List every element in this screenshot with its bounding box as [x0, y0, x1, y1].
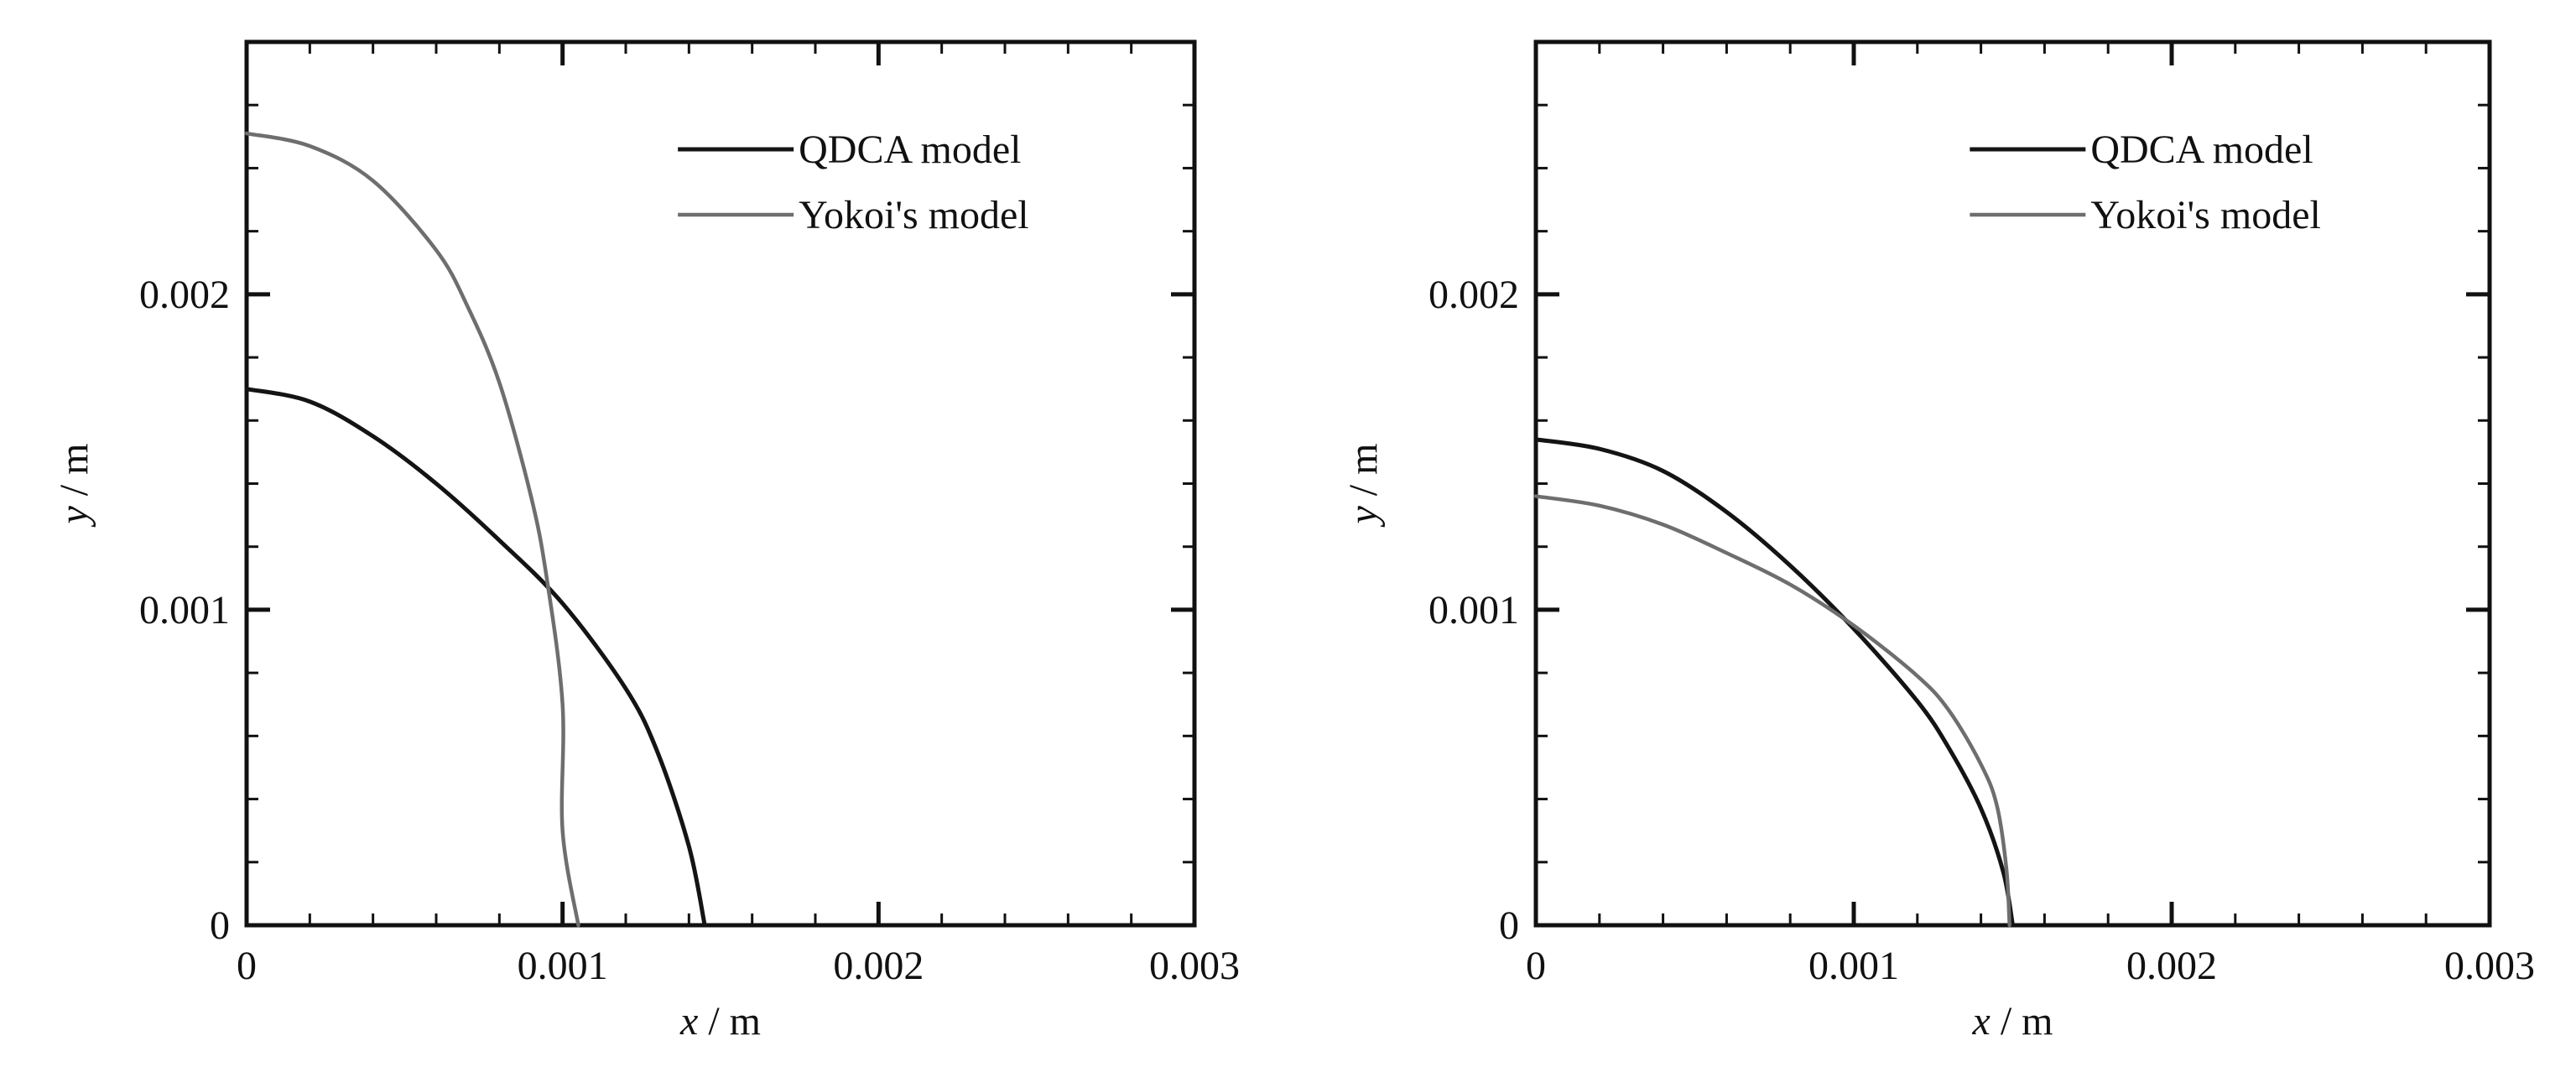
- x-axis-variable: x: [1972, 999, 1991, 1044]
- legend-qdca-label: QDCA model: [799, 128, 1021, 172]
- x-tick-label: 0.003: [2444, 944, 2535, 988]
- x-tick-label: 0: [1526, 944, 1546, 988]
- x-tick-label: 0.001: [518, 944, 608, 988]
- legend-yokoi-label: Yokoi's model: [2090, 193, 2321, 237]
- y-tick-label: 0.001: [1429, 588, 1519, 632]
- x-tick-label: 0.003: [1149, 944, 1240, 988]
- y-axis-unit: / m: [1341, 444, 1386, 507]
- x-axis-unit: / m: [698, 999, 761, 1044]
- legend-qdca-label: QDCA model: [2090, 128, 2313, 172]
- y-tick-label: 0: [1499, 903, 1519, 948]
- x-axis-label: x / m: [679, 999, 761, 1044]
- y-axis-variable: y: [1341, 505, 1386, 528]
- y-axis-unit: / m: [52, 444, 96, 507]
- qdca-model-line: [244, 387, 707, 928]
- x-axis-unit: / m: [1991, 999, 2053, 1044]
- y-tick-label: 0.002: [1429, 273, 1519, 317]
- y-tick-label: 0.001: [139, 588, 230, 632]
- x-tick-label: 0.002: [833, 944, 924, 988]
- x-tick-label: 0: [237, 944, 257, 988]
- y-axis-label: y / m: [1341, 444, 1386, 528]
- y-tick-label: 0.002: [139, 273, 230, 317]
- yokoi-model-line: [1533, 494, 2011, 928]
- x-tick-label: 0.002: [2126, 944, 2217, 988]
- qdca-model-line: [1533, 437, 2015, 928]
- yokoi-model-line: [244, 131, 580, 928]
- y-axis-label: y / m: [52, 444, 96, 528]
- y-tick-label: 0: [210, 903, 230, 948]
- plot-frame: [244, 39, 1197, 928]
- x-tick-label: 0.001: [1808, 944, 1899, 988]
- y-axis-variable: y: [52, 505, 96, 528]
- legend-yokoi-label: Yokoi's model: [799, 193, 1029, 237]
- x-axis-variable: x: [679, 999, 698, 1044]
- plot-frame: [1533, 39, 2492, 928]
- x-axis-label: x / m: [1972, 999, 2053, 1044]
